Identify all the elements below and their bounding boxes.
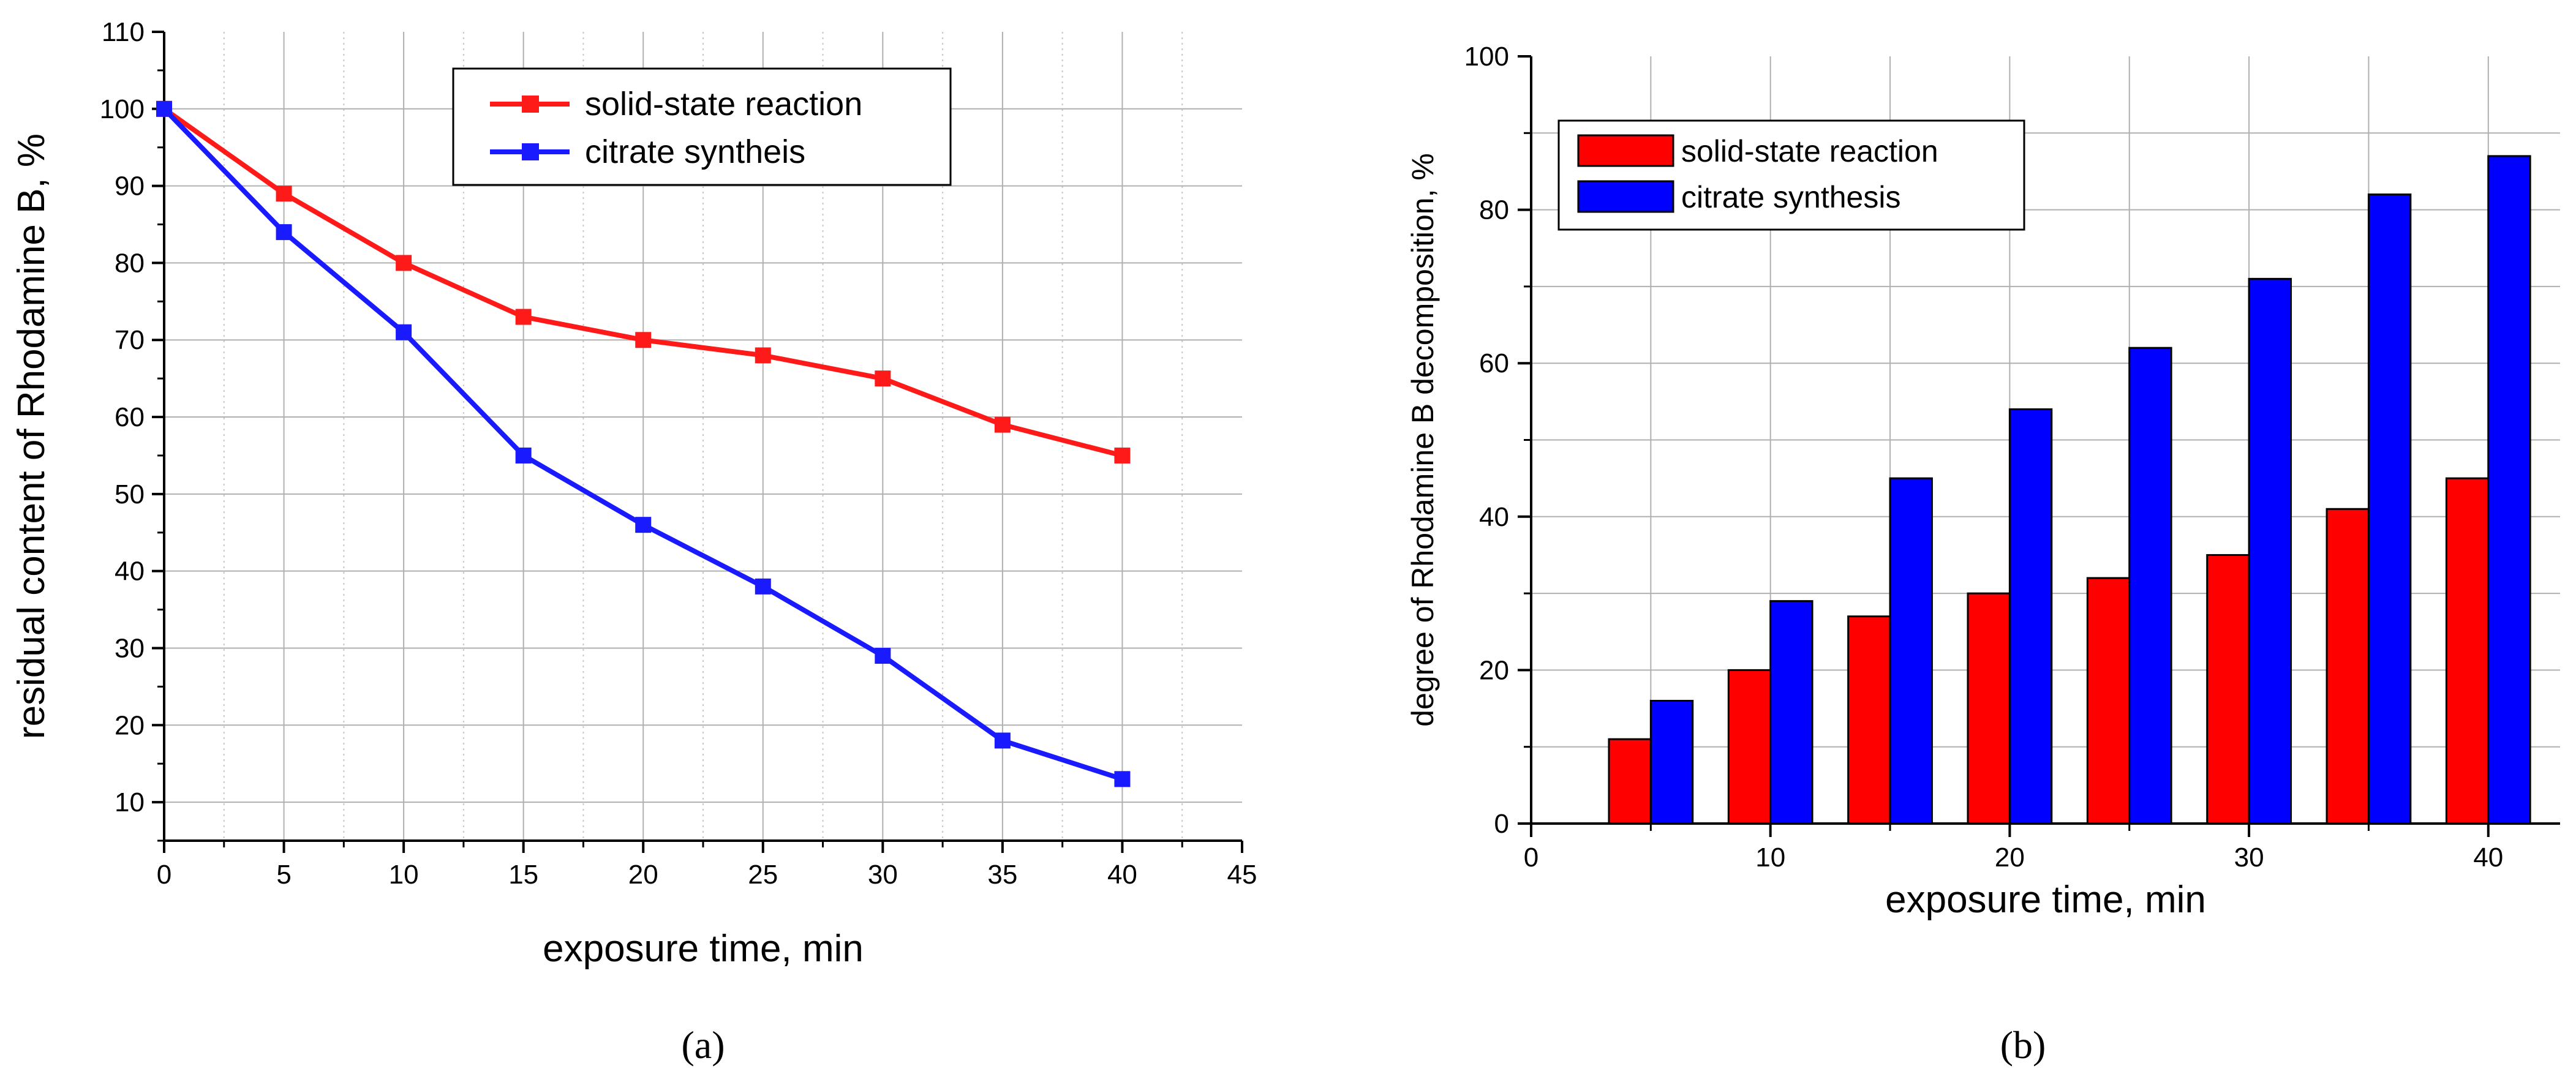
- chart-b-ticks: 0 10 20 30 40 0 20 40 60 80 100: [1464, 42, 2504, 873]
- data-point: [635, 332, 652, 348]
- data-point: [875, 370, 891, 387]
- x-tick-label: 30: [2234, 843, 2264, 873]
- data-point: [755, 578, 771, 595]
- data-point: [396, 255, 412, 271]
- bar-solid-state: [2086, 577, 2131, 825]
- data-point: [875, 648, 891, 664]
- bar-solid-state: [1608, 738, 1652, 825]
- y-tick-label: 100: [1464, 42, 1509, 72]
- bar-solid-state: [1847, 615, 1891, 825]
- y-tick-label: 0: [1494, 809, 1509, 839]
- data-point: [1114, 447, 1131, 464]
- x-tick-label: 35: [987, 860, 1017, 890]
- bar-citrate: [1769, 600, 1813, 825]
- legend-solid-state-swatch: [1577, 134, 1674, 167]
- x-tick-label: 20: [1995, 843, 2025, 873]
- y-tick-label: 20: [115, 710, 145, 740]
- x-tick-label: 15: [508, 860, 538, 890]
- chart-a-series: [156, 100, 1131, 787]
- x-tick-label: 0: [157, 860, 171, 890]
- data-point: [276, 224, 292, 241]
- chart-b-bars: [1608, 155, 2531, 825]
- panel-a-caption: (a): [681, 1023, 725, 1067]
- legend-citrate-marker: [522, 143, 539, 160]
- x-tick-label: 25: [748, 860, 778, 890]
- bar-citrate: [2128, 347, 2172, 825]
- data-point: [994, 416, 1011, 433]
- x-tick-label: 10: [389, 860, 419, 890]
- bar-solid-state: [2206, 554, 2250, 825]
- panel-b-caption: (b): [2000, 1023, 2046, 1067]
- bar-citrate: [1649, 700, 1694, 825]
- chart-a-x-axis-label: exposure time, min: [543, 928, 864, 970]
- data-point: [396, 324, 412, 340]
- y-tick-label: 100: [100, 94, 145, 124]
- legend-solid-state-label: solid-state reaction: [585, 86, 862, 122]
- bar-citrate: [1889, 477, 1933, 825]
- chart-b-legend: solid-state reaction citrate synthesis: [1557, 119, 2025, 231]
- legend-citrate-label: citrate synthesis: [1681, 180, 1900, 214]
- y-tick-label: 20: [1479, 655, 1509, 685]
- chart-a-legend-box: [452, 67, 952, 186]
- data-point: [635, 517, 652, 533]
- x-tick-label: 5: [276, 860, 291, 890]
- x-tick-label: 20: [628, 860, 658, 890]
- x-tick-label: 30: [868, 860, 898, 890]
- y-tick-label: 10: [115, 787, 145, 817]
- x-tick-label: 40: [2473, 843, 2503, 873]
- legend-citrate-label: citrate syntheis: [585, 133, 805, 170]
- x-tick-label: 45: [1227, 860, 1257, 890]
- data-point: [755, 347, 771, 364]
- bar-citrate: [2248, 277, 2292, 825]
- chart-b-y-axis-label: degree of Rhodamine B decomposition, %: [1406, 153, 1440, 727]
- data-point: [515, 309, 532, 325]
- chart-a-ticks: 0 5 10 15 20 25 30 35 40 45 10 20 30 40 50 60 70 80 90 100 1…: [100, 17, 1257, 890]
- y-tick-label: 30: [115, 633, 145, 663]
- legend-citrate-swatch: [1577, 180, 1674, 213]
- legend-solid-state-label: solid-state reaction: [1681, 134, 1938, 168]
- bar-solid-state: [1727, 669, 1772, 825]
- x-tick-label: 0: [1524, 843, 1538, 873]
- y-tick-label: 70: [115, 325, 145, 355]
- bar-solid-state: [2326, 508, 2370, 825]
- bar-solid-state: [1967, 592, 2011, 825]
- bar-citrate: [2367, 193, 2412, 825]
- bar-solid-state: [2445, 477, 2490, 825]
- x-tick-label: 40: [1107, 860, 1137, 890]
- data-point: [994, 732, 1011, 749]
- chart-a: 0 5 10 15 20 25 30 35 40 45 10 20 30 40 50 60 70 80 90 100 1…: [10, 17, 1257, 1067]
- y-tick-label: 80: [1479, 195, 1509, 225]
- y-tick-label: 50: [115, 479, 145, 509]
- chart-a-legend: solid-state reaction citrate syntheis: [452, 67, 952, 186]
- y-tick-label: 60: [115, 402, 145, 432]
- legend-solid-state-marker: [522, 96, 539, 113]
- data-point: [156, 100, 172, 117]
- y-tick-label: 80: [115, 248, 145, 278]
- chart-b-x-axis-label: exposure time, min: [1885, 879, 2206, 921]
- y-tick-label: 110: [102, 17, 145, 47]
- y-tick-label: 40: [1479, 502, 1509, 532]
- data-point: [515, 447, 532, 464]
- data-point: [1114, 771, 1131, 787]
- y-tick-label: 60: [1479, 348, 1509, 378]
- bar-citrate: [2487, 155, 2531, 825]
- chart-a-y-axis-label: residual content of Rhodamine B, %: [10, 133, 53, 739]
- bar-citrate: [2008, 408, 2053, 825]
- chart-b: 0 10 20 30 40 0 20 40 60 80 100 exposure time, min…: [1406, 42, 2560, 1067]
- y-tick-label: 40: [115, 557, 145, 587]
- y-tick-label: 90: [115, 171, 145, 201]
- x-tick-label: 10: [1755, 843, 1785, 873]
- data-point: [276, 186, 292, 202]
